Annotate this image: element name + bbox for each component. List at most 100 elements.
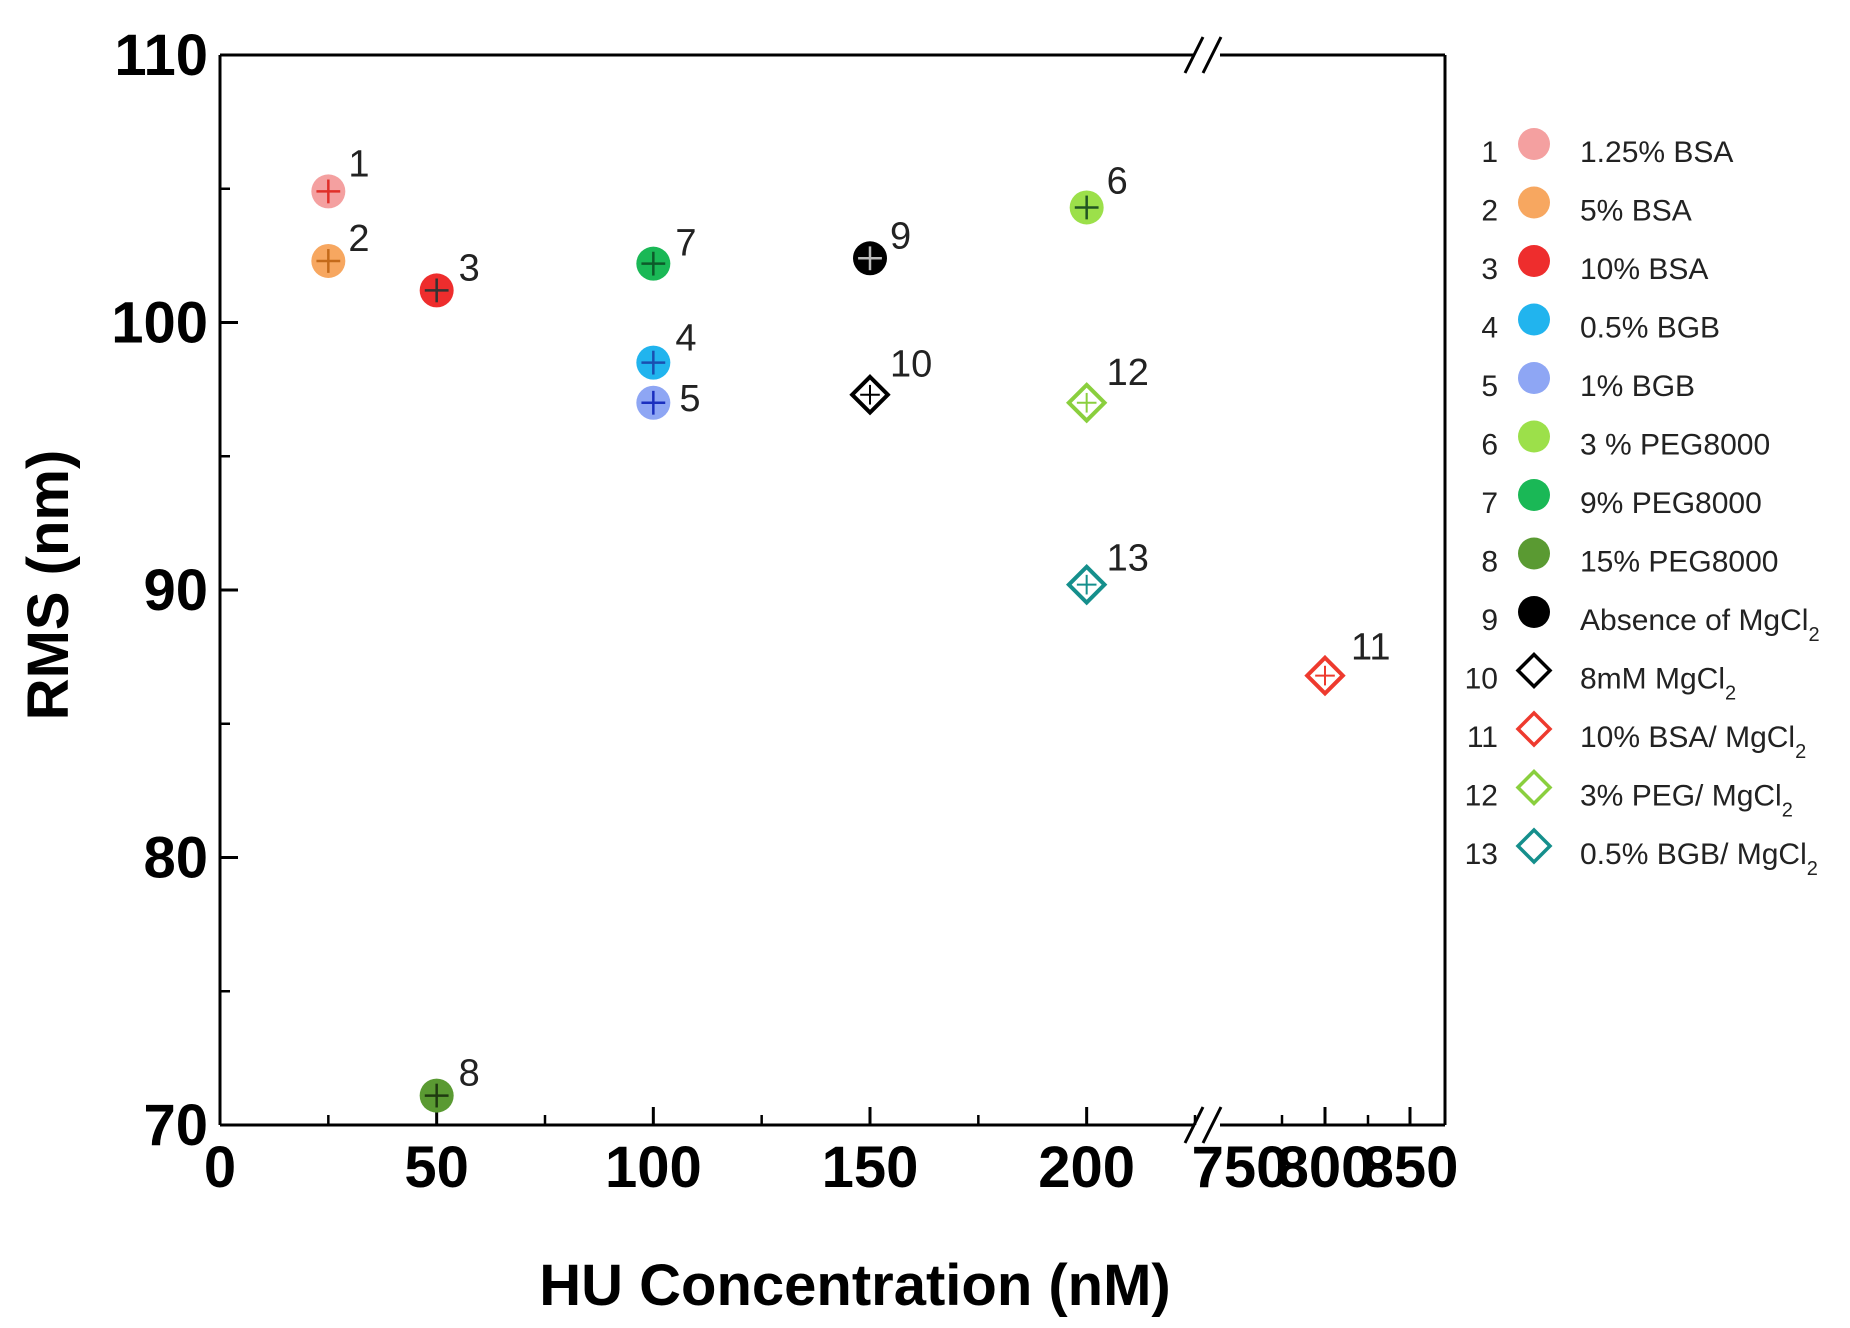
- data-points: [311, 174, 1346, 1113]
- point-label: 6: [1107, 160, 1128, 202]
- point-label: 11: [1351, 627, 1390, 669]
- legend-label: 3 % PEG8000: [1580, 429, 1770, 462]
- x-tick-label: 50: [404, 1135, 469, 1200]
- point-label: 1: [348, 143, 369, 185]
- legend-marker: [1515, 710, 1553, 748]
- point-label: 4: [675, 318, 696, 360]
- legend-item-6: 6 3 % PEG8000: [1481, 420, 1770, 462]
- legend-number: 10: [1465, 663, 1498, 696]
- legend-marker: [1518, 186, 1550, 219]
- data-point-10: [849, 374, 891, 416]
- legend-number: 6: [1481, 429, 1498, 462]
- legend-label: 0.5% BGB/ MgCl2: [1580, 838, 1818, 880]
- legend-subscript: 2: [1808, 624, 1819, 646]
- legend-number: 8: [1481, 546, 1498, 579]
- axes: [218, 36, 1447, 1144]
- legend-label: 9% PEG8000: [1580, 487, 1762, 520]
- point-label: 5: [679, 378, 700, 420]
- legend-item-2: 2 5% BSA: [1481, 186, 1692, 228]
- legend-subscript: 2: [1795, 741, 1806, 763]
- point-label: 12: [1107, 352, 1149, 394]
- legend-item-9: 9 Absence of MgCl2: [1481, 596, 1820, 646]
- y-tick-label: 100: [111, 291, 208, 356]
- legend-subscript: 2: [1782, 800, 1793, 822]
- legend-number: 7: [1481, 487, 1498, 520]
- legend-marker: [1515, 827, 1553, 865]
- legend-marker: [1515, 652, 1553, 689]
- legend-subscript: 2: [1807, 858, 1818, 880]
- y-axis-title: RMS (nm): [16, 450, 81, 721]
- legend-item-1: 1 1.25% BSA: [1481, 128, 1733, 169]
- legend-number: 12: [1465, 780, 1498, 813]
- legend-number: 2: [1481, 195, 1498, 228]
- data-point-6: [1069, 190, 1104, 225]
- legend-item-4: 4 0.5% BGB: [1481, 303, 1720, 345]
- legend: 1 1.25% BSA 2 5% BSA 3 10% BSA 4 0.5% BGB 5 1% BG…: [1465, 128, 1820, 880]
- data-point-12: [1065, 382, 1108, 424]
- legend-item-7: 7 9% PEG8000: [1481, 479, 1762, 520]
- legend-number: 11: [1467, 721, 1498, 754]
- legend-item-13: 13 0.5% BGB/ MgCl2: [1465, 827, 1818, 880]
- legend-label: 15% PEG8000: [1580, 546, 1778, 579]
- data-point-8: [419, 1078, 454, 1113]
- data-point-9: [853, 241, 887, 276]
- data-point-11: [1304, 654, 1346, 697]
- legend-number: 9: [1481, 604, 1498, 637]
- legend-marker: [1518, 303, 1550, 336]
- legend-label: 1.25% BSA: [1580, 136, 1733, 169]
- legend-marker: [1518, 479, 1550, 511]
- x-tick-label: 0: [204, 1135, 236, 1200]
- y-tick-label: 110: [114, 23, 208, 88]
- legend-label: 8mM MgCl2: [1580, 663, 1736, 705]
- point-label: 9: [890, 215, 911, 257]
- data-point-3: [419, 273, 454, 308]
- legend-number: 1: [1481, 136, 1498, 169]
- y-tick-label: 90: [143, 558, 208, 623]
- x-tick-label: 200: [1038, 1135, 1135, 1200]
- legend-label: 0.5% BGB: [1580, 312, 1720, 345]
- data-point-4: [636, 345, 671, 380]
- x-tick-label: 850: [1362, 1135, 1459, 1200]
- data-point-1: [311, 174, 346, 209]
- legend-number: 3: [1481, 253, 1498, 286]
- point-label: 7: [675, 223, 696, 265]
- x-tick-label: 100: [605, 1135, 702, 1200]
- data-point-2: [311, 243, 346, 278]
- legend-label: 10% BSA/ MgCl2: [1580, 721, 1806, 763]
- legend-item-11: 11 10% BSA/ MgCl2: [1467, 710, 1806, 763]
- legend-number: 5: [1481, 370, 1498, 403]
- legend-marker: [1518, 128, 1550, 160]
- legend-marker: [1518, 596, 1550, 628]
- legend-label: 5% BSA: [1580, 195, 1692, 228]
- legend-label: Absence of MgCl2: [1580, 604, 1820, 646]
- x-axis-title: HU Concentration (nM): [539, 1253, 1171, 1318]
- x-tick-label: 750: [1192, 1135, 1289, 1200]
- axis-break-mark: [1201, 1106, 1223, 1144]
- legend-item-5: 5 1% BGB: [1481, 362, 1695, 403]
- legend-marker: [1515, 769, 1553, 806]
- point-label: 3: [459, 247, 480, 289]
- legend-number: 13: [1465, 838, 1498, 871]
- legend-number: 4: [1481, 312, 1498, 345]
- x-tick-label: 150: [822, 1135, 919, 1200]
- legend-marker: [1518, 537, 1550, 570]
- point-label: 8: [459, 1053, 480, 1095]
- legend-label: 1% BGB: [1580, 370, 1695, 403]
- y-tick-label: 80: [143, 826, 208, 891]
- data-point-5: [636, 385, 671, 420]
- axis-break-mark: [1201, 36, 1223, 74]
- data-point-13: [1065, 563, 1108, 606]
- point-label: 13: [1107, 538, 1149, 580]
- legend-item-8: 8 15% PEG8000: [1481, 537, 1778, 579]
- legend-marker: [1518, 245, 1550, 277]
- legend-label: 10% BSA: [1580, 253, 1708, 286]
- data-point-7: [636, 246, 671, 281]
- legend-marker: [1518, 362, 1550, 394]
- legend-label: 3% PEG/ MgCl2: [1580, 780, 1793, 822]
- point-label: 2: [348, 218, 369, 260]
- legend-marker: [1518, 420, 1550, 453]
- x-tick-label: 800: [1277, 1135, 1374, 1200]
